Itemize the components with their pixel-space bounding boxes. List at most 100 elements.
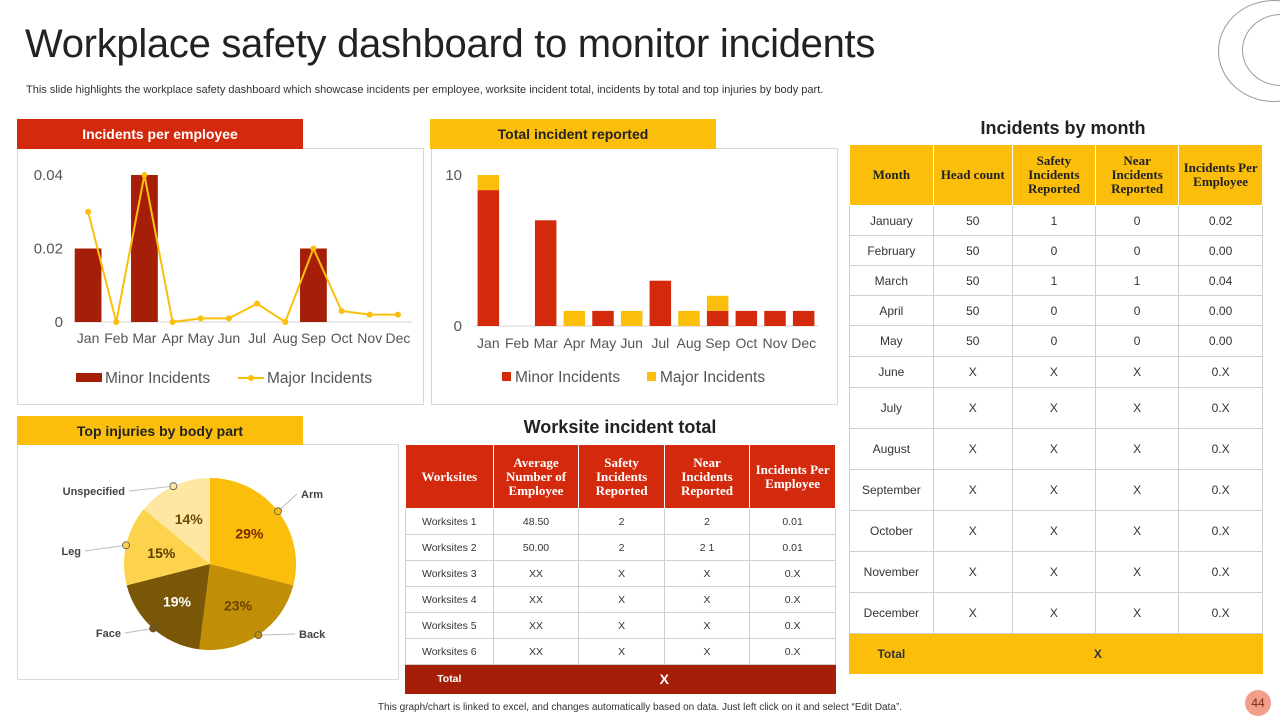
x-tick-label: Dec [791, 335, 816, 351]
table-cell: X [663, 612, 751, 639]
table-cell: 0.X [1178, 356, 1263, 388]
pie-slice-back [199, 564, 294, 650]
table-row: March 50 1 1 0.04 [849, 265, 1263, 296]
table-row: Worksites 1 48.50 2 2 0.01 [405, 508, 836, 535]
table-cell: 0.X [749, 638, 836, 665]
table-cell: 2 [663, 508, 751, 535]
minor-incident-bar [706, 310, 729, 326]
pie-category-label: Leg [61, 546, 81, 558]
minor-incident-bar [764, 310, 786, 326]
worksite-table: Worksites Average Number of Employee Saf… [405, 444, 837, 694]
ws-header: Average Number of Employee [492, 444, 580, 509]
table-cell: 1 [1011, 205, 1097, 236]
table-cell: XX [492, 612, 580, 639]
table-cell: X [578, 612, 665, 639]
table-cell: X [1011, 592, 1097, 634]
table-row: Worksites 4 XX X X 0.X [405, 586, 836, 613]
x-tick-label: Jul [651, 335, 669, 351]
pie-pct-label: 19% [163, 593, 192, 609]
table-row: September X X X 0.X [849, 469, 1263, 511]
table-cell: Worksites 2 [405, 534, 494, 561]
incidents-per-employee-chart: 0 0.02 0.04 Jan Feb Mar Apr May Jun Jul Aug Sep Oct N… [34, 167, 412, 387]
table-cell: 0.00 [1178, 235, 1263, 266]
table-cell: 1 [1095, 265, 1180, 296]
x-tick-label: Aug [273, 330, 298, 346]
table-cell: October [849, 510, 934, 552]
total-row: Total X [405, 664, 837, 694]
pie-slice-face [126, 564, 210, 650]
pie-category-label: Arm [301, 489, 323, 501]
pie-leader-marker [169, 482, 178, 491]
table-cell: 0 [1011, 295, 1097, 326]
total-value: X [492, 664, 837, 694]
table-cell: April [849, 295, 934, 326]
minor-incident-bar [735, 310, 758, 326]
top-injuries-pie-chart: 29% Arm 23% Back 19% Face 15% Leg 14% Unspecified [61, 478, 326, 650]
x-tick-label: Nov [763, 335, 788, 351]
table-cell: X [1011, 356, 1097, 388]
incidents-per-employee-header: Incidents per employee [17, 119, 303, 149]
table-cell: X [1095, 510, 1180, 552]
table-cell: 0.02 [1178, 205, 1263, 236]
x-tick-label: Jun [620, 335, 643, 351]
table-row: February 50 0 0 0.00 [849, 235, 1263, 266]
minor-incident-bar [592, 310, 614, 326]
major-incident-bar [620, 310, 643, 326]
major-incident-bar [563, 310, 586, 326]
table-cell: 2 [578, 508, 665, 535]
pie-pct-label: 15% [147, 545, 176, 561]
major-incident-point [169, 319, 176, 325]
minor-incident-bar [649, 280, 672, 326]
table-cell: XX [492, 638, 580, 665]
table-cell: July [849, 387, 934, 429]
table-cell: 50 [932, 325, 1013, 357]
month-header: Incidents Per Employee [1178, 144, 1263, 206]
page-title: Workplace safety dashboard to monitor in… [25, 22, 876, 66]
pie-leader-marker [254, 631, 263, 640]
y-tick-label: 0 [454, 318, 462, 335]
incidents-per-employee-panel: 0 0.02 0.04 Jan Feb Mar Apr May Jun Jul Aug Sep Oct N… [17, 148, 424, 405]
total-incident-chart: 0 10 Jan Feb Mar Apr May Jun Jul Aug Sep Oct Nov Dec M… [445, 167, 818, 386]
total-value: X [932, 633, 1264, 674]
month-header: Head count [932, 144, 1013, 206]
table-cell: 48.50 [492, 508, 580, 535]
x-tick-label: May [188, 330, 214, 346]
major-incident-bar [477, 175, 500, 191]
table-cell: X [932, 356, 1013, 388]
table-cell: 0.X [1178, 551, 1263, 593]
table-cell: 0 [1095, 295, 1180, 326]
table-cell: 0 [1011, 325, 1097, 357]
major-incident-point [366, 311, 373, 318]
table-cell: X [1095, 428, 1180, 470]
pie-category-label: Face [96, 628, 121, 640]
x-tick-label: May [590, 335, 616, 351]
table-cell: X [932, 428, 1013, 470]
x-tick-label: Apr [162, 330, 184, 346]
table-cell: Worksites 3 [405, 560, 494, 587]
table-cell: X [1011, 510, 1097, 552]
table-cell: X [1011, 551, 1097, 593]
table-row: July X X X 0.X [849, 387, 1263, 429]
table-cell: X [932, 469, 1013, 511]
table-row: Worksites 3 XX X X 0.X [405, 560, 836, 587]
x-tick-label: Feb [104, 330, 128, 346]
table-cell: 0.X [749, 612, 836, 639]
y-tick-label: 0.04 [34, 167, 63, 184]
table-cell: X [1011, 469, 1097, 511]
table-cell: December [849, 592, 934, 634]
table-cell: 50 [932, 205, 1013, 236]
table-cell: 50 [932, 295, 1013, 326]
pie-category-label: Unspecified [63, 486, 125, 498]
table-row: May 50 0 0 0.00 [849, 325, 1263, 357]
table-cell: 0.01 [749, 534, 836, 561]
x-tick-label: Nov [357, 330, 382, 346]
minor-incident-bar [300, 248, 327, 322]
legend-major-label: Major Incidents [660, 369, 765, 386]
legend-minor-label: Minor Incidents [105, 370, 210, 387]
table-cell: June [849, 356, 934, 388]
major-incident-point [282, 319, 289, 325]
table-cell: 0.X [749, 586, 836, 613]
table-cell: 0 [1095, 205, 1180, 236]
table-row: April 50 0 0 0.00 [849, 295, 1263, 326]
table-cell: 0.X [749, 560, 836, 587]
